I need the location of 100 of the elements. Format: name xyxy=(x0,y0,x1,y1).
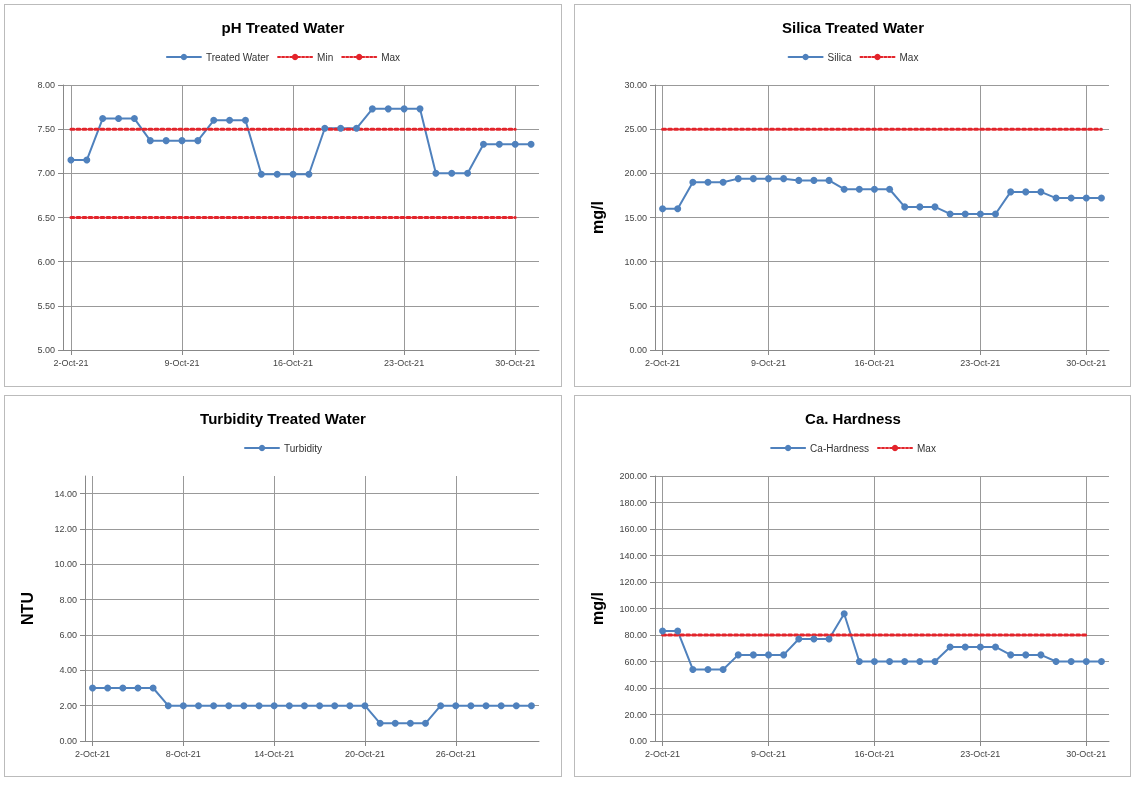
x-tick-label: 30-Oct-21 xyxy=(1065,748,1106,758)
chart-title: Turbidity Treated Water xyxy=(200,409,367,427)
point xyxy=(1006,650,1014,658)
point xyxy=(1097,657,1105,665)
y-tick-label: 20.00 xyxy=(623,709,647,719)
y-tick-label: 2.00 xyxy=(59,700,77,711)
point xyxy=(437,701,445,709)
point xyxy=(900,203,908,211)
point xyxy=(885,657,893,665)
point xyxy=(337,124,345,132)
point xyxy=(400,105,408,113)
y-tick-label: 6.50 xyxy=(37,212,55,223)
legend-label: Max xyxy=(381,51,401,63)
point xyxy=(658,205,666,213)
point xyxy=(1052,657,1060,665)
point xyxy=(361,701,369,709)
y-tick-label: 8.00 xyxy=(37,80,55,90)
point xyxy=(527,140,535,148)
point xyxy=(321,124,329,132)
point xyxy=(130,115,138,123)
point xyxy=(870,185,878,193)
x-tick-label: 20-Oct-21 xyxy=(344,748,385,758)
point xyxy=(915,203,923,211)
legend-label: Min xyxy=(317,51,334,63)
point xyxy=(764,175,772,183)
point xyxy=(900,657,908,665)
point xyxy=(749,175,757,183)
x-tick-label: 2-Oct-21 xyxy=(75,748,111,758)
point xyxy=(376,719,384,727)
point xyxy=(855,185,863,193)
point xyxy=(99,115,107,123)
x-tick-label: 16-Oct-21 xyxy=(853,748,894,758)
point xyxy=(885,185,893,193)
x-tick-label: 16-Oct-21 xyxy=(273,357,314,368)
point xyxy=(368,105,376,113)
y-tick-label: 0.00 xyxy=(59,735,77,746)
point xyxy=(331,701,339,709)
y-axis-title: NTU xyxy=(18,591,36,625)
point xyxy=(855,657,863,665)
x-tick-label: 23-Oct-21 xyxy=(384,357,425,368)
y-tick-label: 100.00 xyxy=(618,603,647,613)
point xyxy=(391,719,399,727)
y-tick-label: 30.00 xyxy=(623,80,647,90)
x-tick-label: 2-Oct-21 xyxy=(53,357,89,368)
point xyxy=(83,156,91,164)
point xyxy=(178,137,186,145)
point xyxy=(749,650,757,658)
point xyxy=(870,657,878,665)
x-tick-label: 23-Oct-21 xyxy=(959,748,1000,758)
point xyxy=(273,170,281,178)
point xyxy=(194,137,202,145)
point xyxy=(658,627,666,635)
point xyxy=(146,137,154,145)
point xyxy=(991,210,999,218)
y-axis-title: mg/l xyxy=(588,591,605,625)
y-tick-label: 10.00 xyxy=(54,558,77,569)
point xyxy=(840,185,848,193)
y-tick-label: 7.00 xyxy=(37,168,55,179)
legend-label: Max xyxy=(916,442,936,453)
point xyxy=(1021,650,1029,658)
point xyxy=(527,701,535,709)
point xyxy=(353,124,361,132)
x-tick-label: 8-Oct-21 xyxy=(165,748,201,758)
point xyxy=(840,609,848,617)
x-tick-label: 9-Oct-21 xyxy=(164,357,200,368)
y-tick-label: 4.00 xyxy=(59,664,77,675)
x-tick-label: 26-Oct-21 xyxy=(435,748,476,758)
point xyxy=(1097,194,1105,202)
point xyxy=(703,665,711,673)
point xyxy=(961,210,969,218)
point xyxy=(991,642,999,650)
point xyxy=(285,701,293,709)
y-tick-label: 5.00 xyxy=(628,300,647,311)
point xyxy=(89,684,97,691)
point xyxy=(452,701,460,709)
point xyxy=(688,178,696,186)
x-tick-label: 2-Oct-21 xyxy=(644,357,680,368)
point xyxy=(719,178,727,186)
point xyxy=(976,210,984,218)
y-tick-label: 0.00 xyxy=(628,735,647,746)
y-tick-label: 14.00 xyxy=(54,488,77,499)
point xyxy=(1067,657,1075,665)
chart-title: Ca. Hardness xyxy=(804,409,901,427)
y-tick-label: 160.00 xyxy=(618,523,647,534)
point xyxy=(226,116,234,124)
chart-title: pH Treated Water xyxy=(221,19,345,36)
legend-label: Max xyxy=(899,51,918,63)
y-tick-label: 6.00 xyxy=(59,629,77,640)
x-tick-label: 9-Oct-21 xyxy=(750,748,786,758)
legend-label: Treated Water xyxy=(205,51,270,63)
point xyxy=(779,650,787,658)
y-tick-label: 15.00 xyxy=(623,212,647,223)
x-tick-label: 16-Oct-21 xyxy=(853,357,894,368)
point xyxy=(384,105,392,113)
point xyxy=(448,169,456,177)
point xyxy=(1006,188,1014,196)
point xyxy=(240,701,248,709)
y-tick-label: 0.00 xyxy=(628,345,647,355)
y-tick-label: 140.00 xyxy=(618,550,647,560)
y-tick-label: 200.00 xyxy=(618,470,647,481)
